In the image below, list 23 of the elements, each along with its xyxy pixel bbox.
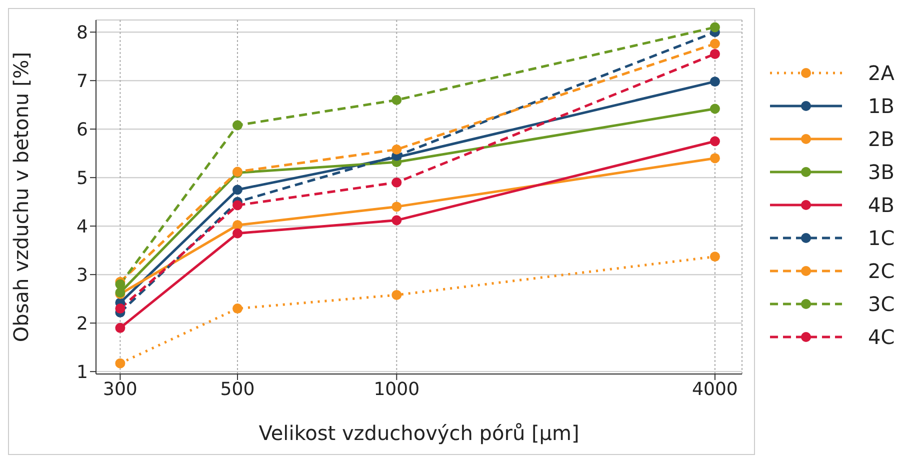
y-axis-title: Obsah vzduchu v betonu [%]: [9, 52, 34, 342]
legend-label: 4C: [868, 324, 895, 348]
legend-label: 3B: [868, 160, 894, 184]
legend-label: 1C: [868, 226, 895, 250]
legend-label: 2B: [868, 126, 894, 150]
legend-label: 4B: [868, 192, 894, 216]
y-tick-label: 8: [76, 22, 88, 44]
y-tick-label: 1: [76, 362, 88, 383]
legend-label: 3C: [868, 292, 895, 316]
x-axis-title: Velikost vzduchových pórů [µm]: [258, 421, 580, 445]
legend-label: 1B: [868, 94, 894, 118]
y-tick-label: 6: [76, 120, 88, 140]
y-tick-label: 4: [76, 216, 88, 238]
legend-label: 2A: [868, 60, 894, 84]
y-tick-label: 3: [76, 264, 88, 286]
x-tick-label: 300: [103, 378, 138, 400]
x-tick-label: 1000: [374, 378, 420, 400]
y-tick-label: 2: [76, 313, 88, 334]
x-tick-label: 500: [220, 378, 255, 400]
legend-label: 2C: [868, 258, 895, 282]
x-tick-label: 4000: [692, 378, 738, 400]
y-tick-label: 7: [76, 71, 88, 92]
y-tick-label: 5: [76, 168, 88, 189]
